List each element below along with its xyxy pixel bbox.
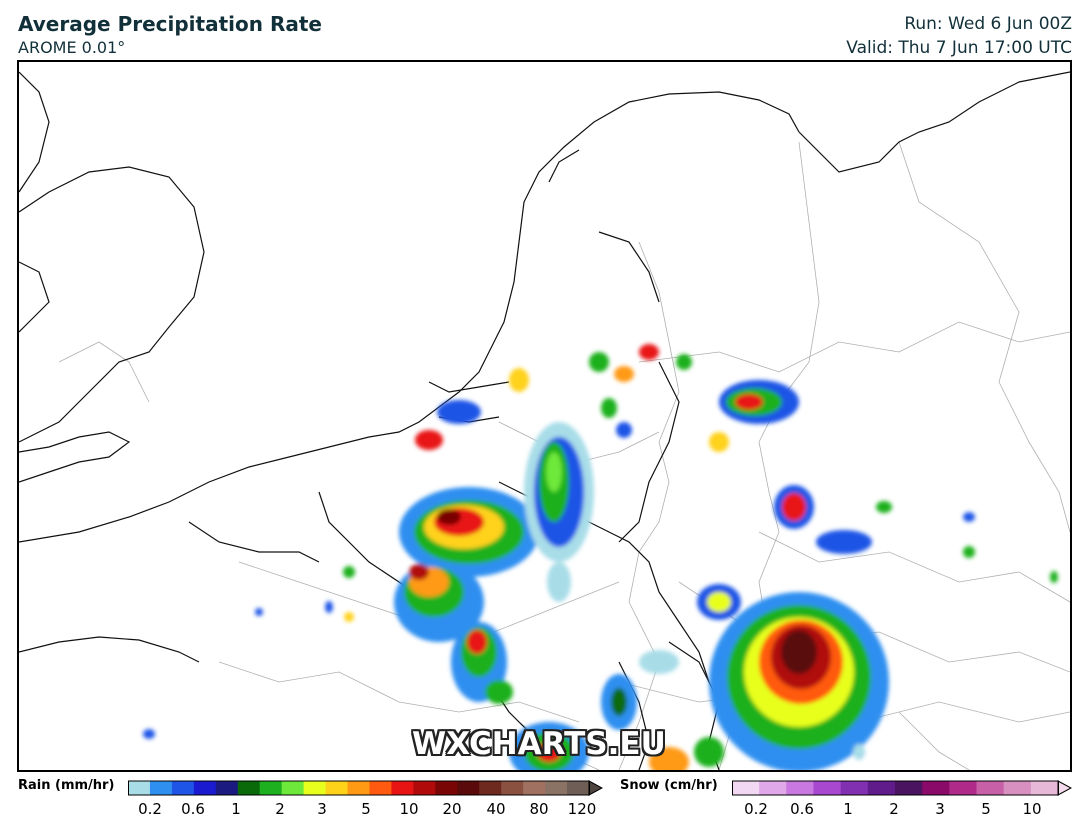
colorbar-segment <box>1003 781 1032 795</box>
colorbar-segment <box>303 781 327 795</box>
snow-tick-label: 1 <box>843 800 853 818</box>
map-frame <box>17 60 1072 772</box>
colorbar-segment <box>1030 781 1059 795</box>
colorbar-segment <box>193 781 217 795</box>
coastlines <box>19 71 1070 770</box>
snow-colorbar <box>732 780 1073 796</box>
colorbar-arrow <box>588 780 604 796</box>
colorbar-segment <box>435 781 458 795</box>
colorbar-segment <box>732 781 760 795</box>
rain-tick-label: 5 <box>361 800 371 818</box>
chart-title: Average Precipitation Rate <box>18 12 322 36</box>
colorbar-segment <box>922 781 950 795</box>
snow-tick-label: 0.6 <box>790 800 814 818</box>
valid-label: Valid: Thu 7 Jun 17:00 UTC <box>846 38 1072 58</box>
snow-tick-label: 5 <box>981 800 991 818</box>
colorbar-segment <box>237 781 261 795</box>
colorbar-segment <box>413 781 436 795</box>
map-canvas <box>19 71 1070 770</box>
colorbar-segment <box>171 781 195 795</box>
rain-tick-label: 0.6 <box>181 800 205 818</box>
model-label: AROME 0.01° <box>18 38 126 57</box>
rain-tick-label: 80 <box>529 800 549 818</box>
colorbar-segment <box>867 781 896 795</box>
rain-tick-label: 0.2 <box>138 800 162 818</box>
colorbar-segment <box>545 781 568 795</box>
snow-legend-label: Snow (cm/hr) <box>620 778 718 793</box>
rain-tick-label: 1 <box>231 800 241 818</box>
colorbar-segment <box>523 781 546 795</box>
colorbar-segment <box>281 781 305 795</box>
watermark: WXCHARTS.EU <box>412 726 666 762</box>
rain-tick-label: 120 <box>567 800 597 818</box>
colorbar-segment <box>895 781 923 795</box>
colorbar-segment <box>369 781 392 795</box>
rain-legend-label: Rain (mm/hr) <box>18 778 115 793</box>
colorbar-segment <box>149 781 173 795</box>
colorbar-segment <box>976 781 1005 795</box>
colorbar-segment <box>215 781 239 795</box>
colorbar-segment <box>457 781 480 795</box>
colorbar-segment <box>347 781 370 795</box>
colorbar-segment <box>813 781 842 795</box>
rain-tick-label: 3 <box>317 800 327 818</box>
run-label: Run: Wed 6 Jun 00Z <box>904 14 1072 34</box>
snow-tick-label: 3 <box>935 800 945 818</box>
rain-tick-label: 2 <box>275 800 285 818</box>
colorbar-segment <box>759 781 787 795</box>
colorbar-segment <box>949 781 977 795</box>
colorbar-segment <box>325 781 349 795</box>
colorbar-segment <box>128 781 151 795</box>
rain-colorbar <box>128 780 604 796</box>
colorbar-segment <box>479 781 502 795</box>
colorbar-segment <box>567 781 590 795</box>
colorbar-segment <box>786 781 814 795</box>
rain-tick-label: 40 <box>486 800 506 818</box>
snow-tick-label: 2 <box>889 800 899 818</box>
colorbar-segment <box>391 781 414 795</box>
snow-tick-label: 0.2 <box>744 800 768 818</box>
rain-tick-label: 20 <box>442 800 462 818</box>
snow-tick-label: 10 <box>1022 800 1042 818</box>
colorbar-segment <box>840 781 869 795</box>
colorbar-segment <box>259 781 283 795</box>
precipitation-field <box>143 344 1058 770</box>
colorbar-segment <box>501 781 524 795</box>
colorbar-arrow <box>1057 780 1073 796</box>
rain-tick-label: 10 <box>399 800 419 818</box>
